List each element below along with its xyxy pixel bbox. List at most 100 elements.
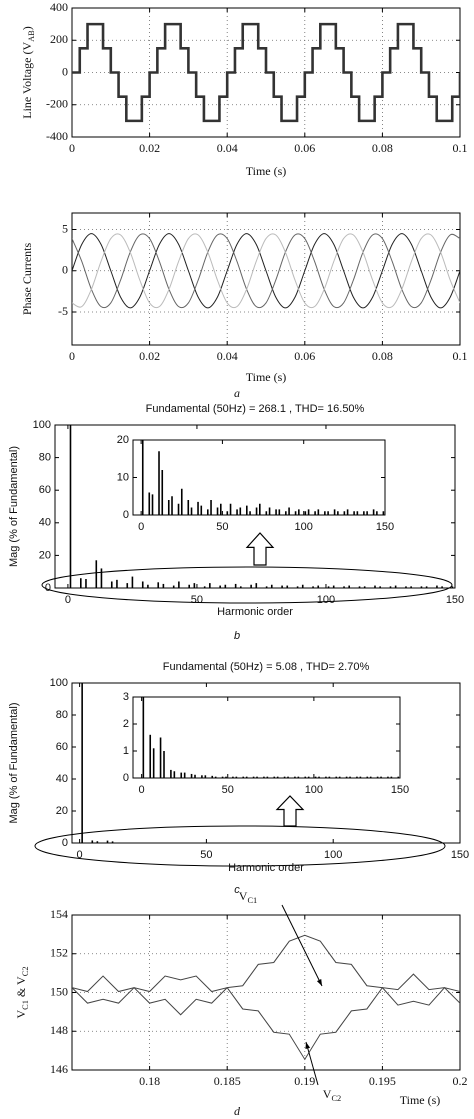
y-tick-label: 20 — [56, 805, 68, 817]
y-tick-label: 148 — [50, 1023, 68, 1037]
inset-bg — [133, 697, 400, 778]
y-axis-label-part: AB — [27, 30, 36, 42]
x-axis-label: Harmonic order — [228, 862, 304, 874]
inset-bg — [133, 440, 385, 515]
y-axis-label-part: Phase Currents — [20, 243, 34, 316]
y-axis-label-part: & V — [14, 976, 28, 1000]
y-tick-label: 0 — [62, 263, 68, 277]
annotation-arrow — [281, 904, 323, 987]
x-axis-label: Harmonic order — [217, 606, 293, 618]
plot-frame — [71, 212, 461, 346]
y-axis-label-part: C2 — [21, 966, 30, 976]
x-tick-label: 100 — [305, 784, 323, 796]
y-axis-label: VC1 & VC2 — [14, 966, 31, 1018]
y-tick-label: 20 — [117, 434, 129, 446]
y-tick-label: 5 — [62, 221, 68, 235]
x-tick-label: 100 — [317, 594, 335, 606]
x-tick-label: 100 — [295, 521, 313, 533]
y-tick-label: 2 — [123, 718, 129, 730]
y-axis-label-part: Line Voltage (V — [20, 42, 34, 119]
x-axis-label: Time (s) — [246, 370, 287, 384]
y-axis-label: Mag (% of Fundamental) — [8, 446, 20, 567]
y-tick-label: 40 — [56, 773, 68, 785]
x-tick-label: 0.02 — [139, 141, 160, 155]
annotation-arrow — [305, 1041, 319, 1086]
panel-caption: b — [234, 630, 240, 642]
data-line — [72, 973, 460, 1061]
x-tick-label: 0.1 — [453, 141, 468, 155]
y-tick-label: 400 — [50, 0, 68, 14]
annotation-part: V — [323, 1087, 332, 1101]
annotation-arrowhead — [305, 1042, 311, 1049]
annotation: VC2 — [323, 1087, 341, 1104]
y-tick-label: 100 — [33, 419, 51, 431]
data-line — [72, 934, 460, 1016]
y-axis-label-part: Mag (% of Fundamental) — [8, 446, 20, 567]
y-tick-label: 100 — [50, 677, 68, 689]
y-tick-label: 154 — [50, 907, 68, 921]
plot-frame — [71, 914, 461, 1071]
y-tick-label: 0 — [62, 837, 68, 849]
plot-frame — [71, 682, 461, 844]
y-tick-label: 152 — [50, 946, 68, 960]
y-tick-label: 150 — [50, 984, 68, 998]
annotation-part: V — [239, 889, 248, 903]
data-line — [72, 22, 460, 123]
y-tick-label: -200 — [46, 97, 68, 111]
data-line — [72, 233, 460, 309]
panel-caption: c — [234, 884, 240, 896]
x-tick-label: 0 — [139, 784, 145, 796]
y-tick-label: 146 — [50, 1062, 68, 1076]
annotation-part: C2 — [331, 1094, 341, 1103]
y-tick-label: 40 — [39, 517, 51, 529]
x-tick-label: 50 — [200, 849, 212, 861]
x-tick-label: 150 — [376, 521, 394, 533]
annotation-arrowhead — [316, 979, 322, 986]
y-axis-label: Mag (% of Fundamental) — [8, 702, 20, 823]
annotation: VC1 — [239, 889, 257, 906]
x-tick-label: 0.08 — [372, 141, 393, 155]
y-axis-label: Phase Currents — [20, 243, 34, 316]
plot-frame — [54, 424, 456, 589]
y-tick-label: 0 — [62, 64, 68, 78]
y-tick-label: 0 — [123, 509, 129, 521]
y-tick-label: -400 — [46, 129, 68, 143]
x-tick-label: 150 — [391, 784, 409, 796]
x-tick-label: 0.04 — [217, 349, 238, 363]
highlight-ellipse — [41, 566, 453, 604]
y-tick-label: -5 — [58, 304, 68, 318]
x-tick-label: 100 — [324, 849, 342, 861]
panel-caption: a — [234, 386, 240, 400]
x-tick-label: 50 — [216, 521, 228, 533]
zoom-arrow — [245, 532, 275, 566]
y-axis-label-part: V — [14, 1010, 28, 1019]
y-axis-label: Line Voltage (VAB) — [20, 26, 37, 119]
x-tick-label: 0.19 — [294, 1074, 315, 1088]
y-tick-label: 20 — [39, 549, 51, 561]
y-tick-label: 3 — [123, 691, 129, 703]
data-line — [72, 233, 460, 309]
chart-title: Fundamental (50Hz) = 5.08 , THD= 2.70% — [163, 661, 370, 673]
x-tick-label: 0 — [77, 849, 83, 861]
y-tick-label: 200 — [50, 32, 68, 46]
y-tick-label: 10 — [117, 471, 129, 483]
panel-caption: d — [234, 1104, 241, 1118]
y-tick-label: 60 — [56, 741, 68, 753]
x-tick-label: 50 — [222, 784, 234, 796]
x-tick-label: 0.185 — [214, 1074, 241, 1088]
x-tick-label: 150 — [446, 594, 464, 606]
x-tick-label: 0.06 — [294, 349, 315, 363]
x-tick-label: 0.04 — [217, 141, 238, 155]
x-tick-label: 0.18 — [139, 1074, 160, 1088]
y-tick-label: 0 — [123, 772, 129, 784]
x-tick-label: 0 — [69, 141, 75, 155]
y-axis-label-part: C1 — [21, 1000, 30, 1010]
x-tick-label: 0.1 — [453, 349, 468, 363]
x-tick-label: 0.08 — [372, 349, 393, 363]
x-tick-label: 0.06 — [294, 141, 315, 155]
x-tick-label: 0.195 — [369, 1074, 396, 1088]
x-tick-label: 0.2 — [453, 1074, 468, 1088]
x-axis-label: Time (s) — [246, 164, 287, 178]
highlight-ellipse — [34, 825, 446, 867]
